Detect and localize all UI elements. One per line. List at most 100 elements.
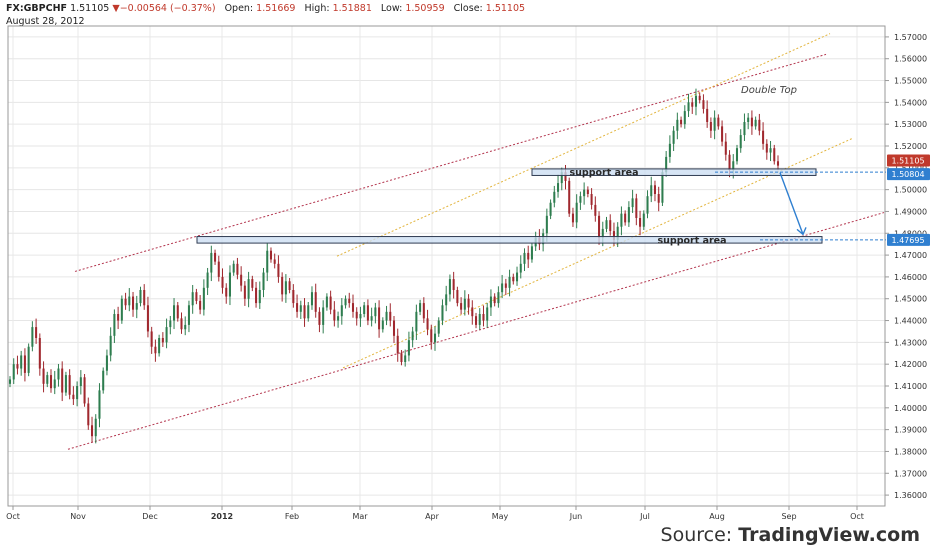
candle-body xyxy=(351,303,355,312)
y-tick-label: 1.53000 xyxy=(894,120,927,129)
candle-body xyxy=(448,279,451,295)
candle-body xyxy=(12,364,15,380)
candle-body xyxy=(437,320,440,334)
y-tick-label: 1.48000 xyxy=(894,229,927,238)
candle-body xyxy=(8,379,12,384)
candle-body xyxy=(474,316,478,325)
candle-body xyxy=(400,353,403,362)
down-arrow-icon: ▼ xyxy=(112,3,120,14)
candle-body xyxy=(512,276,515,282)
y-tick-label: 1.55000 xyxy=(894,77,927,86)
candle-body xyxy=(284,281,287,295)
candle-body xyxy=(489,296,492,308)
price-tags: 1.51105 1.50804 1.47695 xyxy=(887,154,930,246)
y-tick-label: 1.43000 xyxy=(894,338,927,347)
candle-body xyxy=(20,355,23,369)
candle-body xyxy=(635,198,638,218)
candle-body xyxy=(601,228,604,238)
candle-body xyxy=(624,213,627,223)
candle-body xyxy=(639,218,642,227)
candle-body xyxy=(124,298,127,306)
candle-body xyxy=(27,346,30,373)
candle-body xyxy=(31,327,34,347)
candle-body xyxy=(281,276,284,295)
candle-body xyxy=(773,148,776,162)
candle-body xyxy=(333,309,336,321)
candle-body xyxy=(661,172,664,203)
candle-body xyxy=(508,276,511,288)
candle-body xyxy=(117,314,120,321)
candle-body xyxy=(430,329,433,343)
candlesticks xyxy=(8,88,780,444)
candle-body xyxy=(72,394,75,400)
candle-body xyxy=(180,318,183,330)
x-tick-label: Dec xyxy=(142,512,157,521)
candle-body xyxy=(374,307,377,317)
y-tick-label: 1.39000 xyxy=(894,426,927,435)
y-tick-label: 1.54000 xyxy=(894,98,927,107)
candle-body xyxy=(340,305,343,317)
candle-body xyxy=(329,296,332,310)
candle-body xyxy=(657,194,660,203)
candle-body xyxy=(743,122,746,136)
candle-body xyxy=(598,215,601,238)
candle-body xyxy=(478,314,481,325)
candle-body xyxy=(307,305,310,319)
candle-body xyxy=(61,368,64,393)
price-tag-label: 1.51105 xyxy=(891,157,924,166)
candle-body xyxy=(463,298,466,310)
candle-body xyxy=(516,272,519,282)
candle-body xyxy=(292,290,295,304)
price-axis[interactable]: 1.36000 1.37000 1.38000 1.39000 1.40000 1.410… xyxy=(885,33,927,500)
candle-body xyxy=(176,305,179,319)
y-tick-label: 1.37000 xyxy=(894,469,927,478)
y-tick-label: 1.49000 xyxy=(894,207,927,216)
candle-body xyxy=(169,320,172,328)
candle-body xyxy=(266,250,269,273)
candle-body xyxy=(143,290,146,306)
candle-body xyxy=(359,314,362,319)
candle-body xyxy=(87,403,90,426)
candle-body xyxy=(441,305,444,321)
source-credit: Source: TradingView.com xyxy=(661,524,920,546)
x-tick-label: 2012 xyxy=(211,512,233,521)
candle-body xyxy=(49,375,53,389)
x-tick-label: Oct xyxy=(850,512,864,521)
price-change: −0.00564 (−0.37%) xyxy=(119,3,216,14)
candle-body xyxy=(501,283,504,293)
candle-body xyxy=(221,276,224,288)
candle-body xyxy=(57,368,60,380)
candle-body xyxy=(64,375,67,393)
candle-body xyxy=(247,279,250,299)
candle-body xyxy=(42,368,45,384)
candle-body xyxy=(519,263,522,273)
candle-body xyxy=(527,252,530,260)
candle-body xyxy=(214,252,217,262)
candle-body xyxy=(758,119,761,131)
x-tick-label: Mar xyxy=(352,512,368,521)
grid xyxy=(8,26,885,506)
inner-upper xyxy=(336,33,831,257)
support-area-zone[interactable] xyxy=(196,236,823,244)
time-axis[interactable]: Oct Nov Dec 2012 Feb Mar Apr May Jun Jul Aug Sep Oct xyxy=(6,506,864,521)
candle-body xyxy=(23,355,26,373)
candle-body xyxy=(411,331,414,341)
channel-lower xyxy=(67,212,885,450)
y-tick-label: 1.50000 xyxy=(894,186,927,195)
candle-body xyxy=(653,185,656,194)
support-zones[interactable]: support area support area xyxy=(196,168,886,247)
candle-body xyxy=(396,335,399,354)
price-tag xyxy=(887,233,930,246)
y-tick-label: 1.45000 xyxy=(894,295,927,304)
candle-body xyxy=(225,287,228,297)
candle-body xyxy=(676,119,679,131)
close-label: Close: xyxy=(453,3,483,14)
price-tag xyxy=(887,168,930,181)
candle-body xyxy=(251,279,254,288)
candle-body xyxy=(583,189,586,197)
candle-body xyxy=(105,355,108,371)
candle-body xyxy=(232,263,235,273)
candle-body xyxy=(277,263,280,277)
candle-body xyxy=(139,290,142,304)
